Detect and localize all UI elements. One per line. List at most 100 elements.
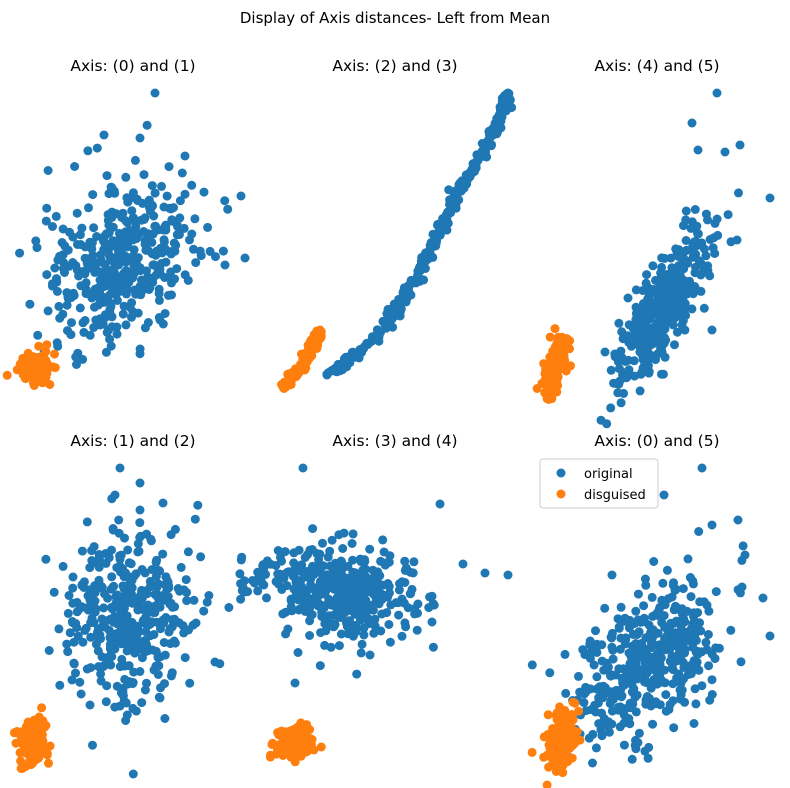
original-point (705, 271, 715, 281)
original-point (678, 258, 688, 268)
original-point (167, 668, 177, 678)
original-point (561, 688, 571, 698)
scatter-points (9, 463, 250, 779)
disguised-point (316, 742, 326, 752)
original-point (448, 203, 458, 213)
original-point (624, 714, 634, 724)
original-point (646, 643, 656, 653)
original-point (633, 589, 643, 599)
original-point (131, 646, 141, 656)
original-point (287, 606, 297, 616)
original-point (348, 555, 358, 565)
original-point (100, 260, 110, 270)
original-point (639, 307, 648, 317)
original-point (127, 206, 137, 216)
original-point (63, 647, 73, 657)
original-point (112, 681, 122, 691)
original-point (399, 598, 409, 608)
original-point (322, 370, 332, 380)
original-point (314, 555, 324, 565)
original-point (86, 632, 96, 642)
original-point (130, 215, 140, 225)
original-point (41, 554, 51, 564)
original-point (123, 624, 133, 634)
original-point (406, 275, 416, 285)
original-point (367, 584, 377, 594)
original-point (307, 610, 317, 620)
legend-marker-disguised (556, 489, 566, 499)
original-point (602, 658, 612, 668)
legend: original disguised (539, 458, 659, 509)
original-point (692, 221, 702, 231)
original-point (631, 707, 641, 717)
original-point (181, 575, 191, 585)
original-point (651, 699, 661, 709)
disguised-point (284, 733, 294, 743)
original-point (643, 361, 653, 371)
original-point (99, 130, 109, 140)
original-point (166, 530, 176, 540)
original-point (177, 168, 187, 178)
original-point (655, 659, 665, 669)
original-point (425, 592, 435, 602)
original-point (57, 238, 67, 247)
original-point (648, 625, 658, 635)
original-point (156, 243, 166, 253)
original-point (95, 267, 105, 277)
original-point (102, 681, 112, 691)
original-point (83, 602, 93, 612)
original-point (115, 463, 125, 473)
disguised-point (546, 379, 556, 389)
original-point (343, 629, 353, 639)
original-point (298, 463, 308, 473)
original-point (400, 556, 410, 566)
original-point (80, 625, 90, 635)
original-point (624, 623, 634, 633)
original-point (726, 625, 736, 635)
original-point (600, 603, 610, 613)
original-point (137, 565, 147, 574)
original-point (594, 693, 604, 703)
original-point (633, 641, 643, 651)
original-point (41, 216, 51, 226)
original-point (665, 700, 675, 709)
original-point (361, 564, 370, 574)
original-point (79, 583, 89, 592)
original-point (758, 593, 768, 603)
original-point (607, 570, 617, 580)
original-point (210, 657, 220, 667)
original-point (190, 514, 200, 524)
original-point (400, 565, 410, 575)
original-point (377, 589, 387, 599)
original-point (631, 735, 640, 745)
disguised-point (15, 748, 25, 758)
original-point (116, 597, 126, 607)
original-point (68, 583, 78, 593)
original-point (632, 674, 642, 684)
original-point (333, 359, 343, 369)
subplot-title: Axis: (0) and (5) (594, 432, 719, 450)
subplot-axis-1-2: Axis: (1) and (2) (9, 432, 250, 779)
original-point (67, 675, 77, 685)
original-point (560, 649, 570, 659)
original-point (109, 581, 119, 591)
original-point (166, 267, 176, 277)
original-point (723, 210, 733, 220)
original-point (345, 616, 354, 626)
original-point (104, 553, 114, 563)
original-point (374, 336, 384, 346)
original-point (691, 636, 701, 645)
original-point (94, 292, 104, 302)
original-point (678, 296, 688, 305)
original-point (357, 639, 367, 649)
original-point (105, 266, 115, 275)
original-point (224, 603, 234, 612)
original-point (326, 642, 336, 652)
disguised-point (574, 706, 584, 716)
original-point (604, 727, 614, 737)
subplot-axis-2-3: Axis: (2) and (3) (277, 57, 517, 393)
original-point (631, 606, 641, 616)
disguised-point (296, 751, 306, 761)
disguised-point (315, 325, 325, 335)
original-point (336, 556, 346, 566)
